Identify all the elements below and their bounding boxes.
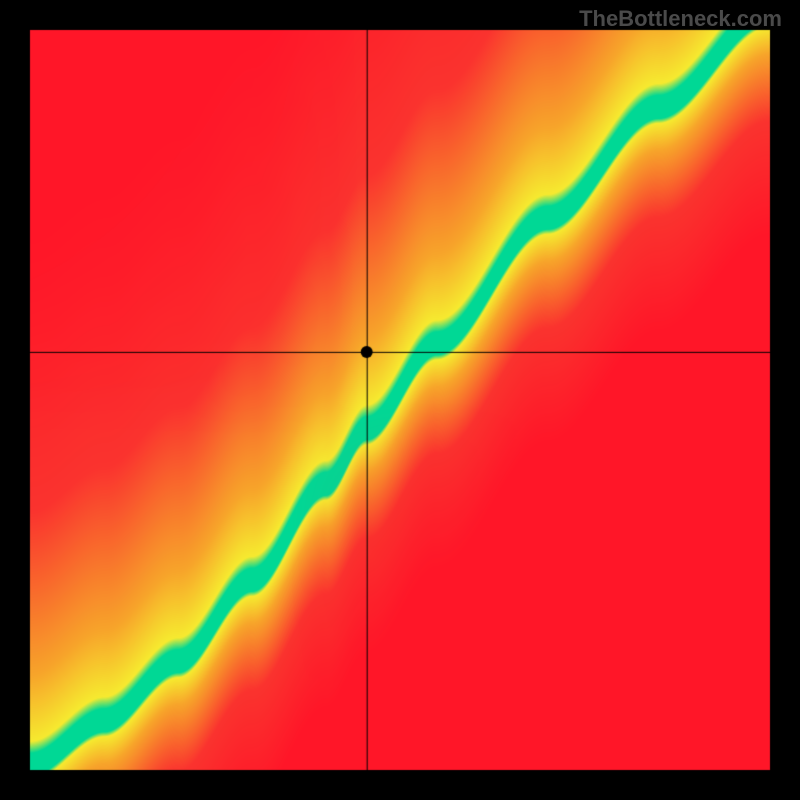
- bottleneck-heatmap: [0, 0, 800, 800]
- watermark-text: TheBottleneck.com: [579, 6, 782, 32]
- chart-container: TheBottleneck.com: [0, 0, 800, 800]
